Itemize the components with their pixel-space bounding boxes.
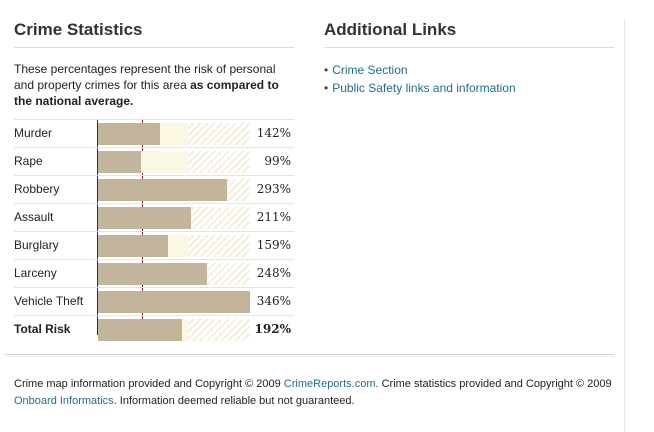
chart-row-murder: Murder 142% (14, 119, 294, 147)
bar-background-hatch (188, 235, 250, 257)
chart-row-vehicle-theft: Vehicle Theft 346% (14, 287, 294, 315)
bar-rape (98, 151, 142, 173)
category-label: Assault (14, 210, 54, 224)
category-label: Rape (14, 154, 43, 168)
bar-assault (98, 207, 191, 229)
crime-risk-chart: Murder 142% Rape 99% Robbery 293% Assault 211% B… (14, 119, 294, 343)
value-label: 142% (256, 126, 291, 140)
category-label: Total Risk (14, 322, 71, 336)
footer-text-1: Crime map information provided and Copyr… (14, 378, 284, 390)
bullet-icon: • (324, 81, 329, 95)
footer-divider (4, 354, 614, 355)
bar-track (98, 123, 250, 145)
chart-row-robbery: Robbery 293% (14, 175, 294, 203)
footer-copyright: Crime map information provided and Copyr… (14, 376, 614, 410)
footer-text-2: . Crime statistics provided and Copyrigh… (375, 378, 612, 390)
value-label: 192% (254, 322, 291, 336)
bar-track (98, 291, 250, 313)
value-label: 346% (256, 294, 291, 308)
onboard-informatics-link[interactable]: Onboard Informatics (14, 395, 114, 407)
footer-text-3: . Information deemed reliable but not gu… (113, 395, 355, 407)
bar-track (98, 319, 250, 341)
footer-divider-shadow (4, 356, 614, 357)
value-label: 211% (256, 210, 291, 224)
category-label: Murder (14, 126, 53, 140)
value-label: 99% (264, 154, 291, 168)
public-safety-link[interactable]: Public Safety links and information (332, 81, 516, 95)
bar-background-hatch (188, 207, 250, 229)
crime-statistics-intro: These percentages represent the risk of … (14, 61, 294, 109)
value-label: 159% (256, 238, 291, 252)
intro-emphasis: as compared to the national average. (14, 78, 279, 108)
bar-track (98, 263, 250, 285)
category-label: Burglary (14, 238, 59, 252)
crime-statistics-heading: Crime Statistics (14, 18, 294, 48)
additional-links-heading: Additional Links (324, 18, 614, 48)
link-item-public-safety: • Public Safety links and information (324, 79, 614, 97)
chart-row-total-risk: Total Risk 192% (14, 315, 294, 343)
bar-track (98, 179, 250, 201)
bullet-icon: • (324, 63, 329, 77)
intro-text: These percentages represent the risk of … (14, 62, 276, 92)
category-label: Larceny (14, 266, 57, 280)
crime-section-link[interactable]: Crime Section (332, 63, 408, 77)
column-divider (624, 20, 625, 432)
crime-statistics-section: Crime Statistics These percentages repre… (14, 18, 294, 343)
bar-track (98, 207, 250, 229)
value-label: 293% (256, 182, 291, 196)
bar-robbery (98, 179, 227, 201)
bar-track (98, 235, 250, 257)
value-label: 248% (256, 266, 291, 280)
crimereports-link[interactable]: CrimeReports.com (283, 378, 376, 390)
link-item-crime-section: • Crime Section (324, 61, 614, 79)
category-label: Vehicle Theft (14, 294, 84, 308)
chart-row-assault: Assault 211% (14, 203, 294, 231)
bar-background-hatch (188, 151, 250, 173)
chart-row-larceny: Larceny 248% (14, 259, 294, 287)
bar-murder (98, 123, 161, 145)
bar-larceny (98, 263, 207, 285)
bar-burglary (98, 235, 168, 257)
bar-vehicle-theft (98, 291, 250, 313)
bar-total-risk (98, 319, 183, 341)
additional-links-section: Additional Links • Crime Section • Public … (324, 18, 614, 97)
bar-background-hatch (188, 123, 250, 145)
chart-row-rape: Rape 99% (14, 147, 294, 175)
chart-axis-line (97, 119, 98, 335)
bar-background-hatch (188, 319, 250, 341)
category-label: Robbery (14, 182, 60, 196)
chart-row-burglary: Burglary 159% (14, 231, 294, 259)
bar-track (98, 151, 250, 173)
additional-links-list: • Crime Section • Public Safety links and … (324, 61, 614, 97)
